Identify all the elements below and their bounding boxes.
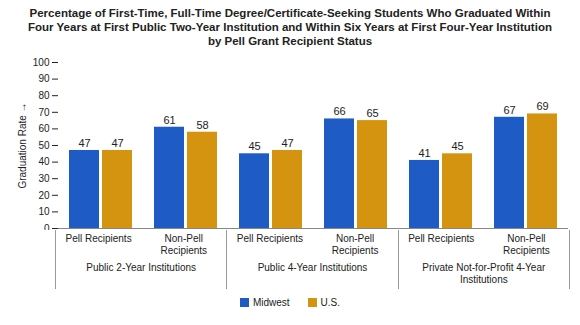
svg-text:Graduation Rate →: Graduation Rate → [17, 102, 28, 188]
svg-text:70: 70 [38, 107, 50, 118]
svg-text:45: 45 [248, 140, 260, 152]
svg-text:47: 47 [281, 137, 293, 149]
svg-text:41: 41 [418, 147, 430, 159]
svg-text:69: 69 [536, 100, 548, 112]
html-text:Non-Pell Recipients: Non-Pell Recipients [331, 233, 379, 256]
svg-text:0: 0 [44, 223, 50, 230]
svg-text:61: 61 [163, 114, 175, 126]
html-text:Public 4-Year Institutions: Public 4-Year Institutions [257, 262, 368, 273]
html-text:Public 2-Year Institutions: Public 2-Year Institutions [86, 262, 196, 273]
svg-text:58: 58 [196, 119, 208, 131]
html-text:U.S.: U.S. [320, 297, 341, 308]
html-text:Private Not-for-Profit 4-Year: Private Not-for-Profit 4-Year Institutio… [422, 262, 546, 285]
html-text:Midwest: Midwest [252, 297, 290, 308]
svg-text:60: 60 [38, 123, 50, 134]
svg-text:47: 47 [111, 137, 123, 149]
svg-text:65: 65 [366, 107, 378, 119]
svg-text:66: 66 [333, 105, 345, 117]
svg-text:67: 67 [503, 104, 515, 116]
svg-text:90: 90 [38, 73, 50, 84]
html-text:Non-Pell Recipients: Non-Pell Recipients [160, 233, 208, 256]
svg-text:30: 30 [38, 173, 50, 184]
html-text:Percentage of First-Time, Full: Percentage of First-Time, Full-Time Degr… [28, 7, 552, 47]
svg-text:40: 40 [38, 156, 50, 167]
svg-text:47: 47 [78, 137, 90, 149]
html-text:Pell Recipients: Pell Recipients [236, 233, 303, 244]
svg-text:100: 100 [33, 57, 50, 68]
svg-text:10: 10 [38, 206, 50, 217]
html-text:Non-Pell Recipients: Non-Pell Recipients [503, 233, 550, 256]
svg-text:20: 20 [38, 190, 50, 201]
html-text:Pell Recipients: Pell Recipients [65, 233, 132, 244]
svg-text:50: 50 [38, 140, 50, 151]
html-text:Pell Recipients: Pell Recipients [408, 233, 475, 244]
svg-text:45: 45 [451, 140, 463, 152]
svg-text:80: 80 [38, 90, 50, 101]
